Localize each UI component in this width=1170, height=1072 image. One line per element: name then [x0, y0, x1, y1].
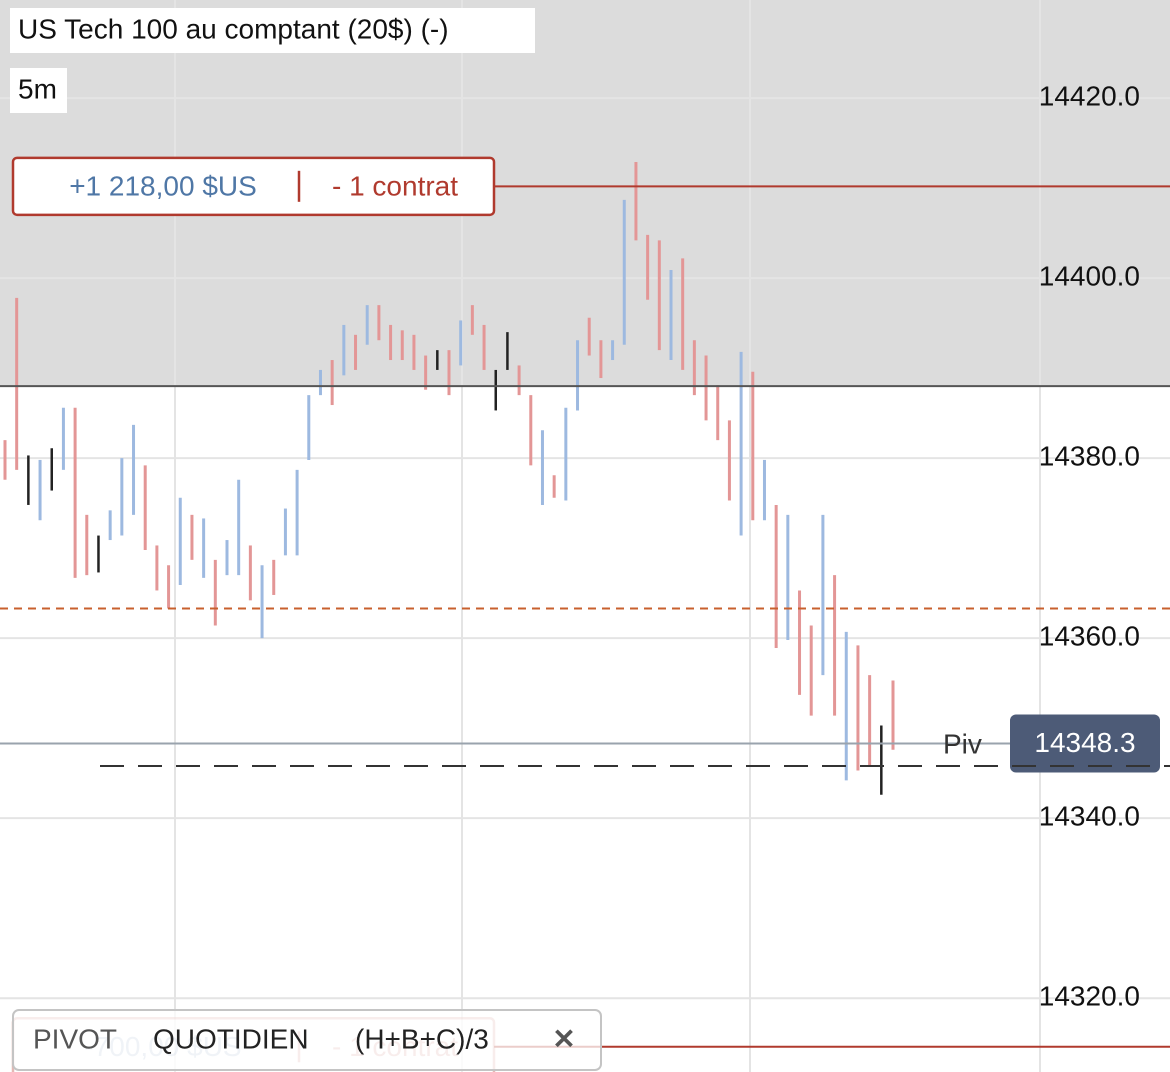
price-tag [1010, 714, 1160, 773]
indicator-formula: (H+B+C)/3 [355, 1023, 489, 1054]
timeframe: 5m [18, 73, 57, 104]
position-size: - 1 contrat [332, 171, 458, 202]
level-label: Piv [943, 728, 982, 759]
position-tag[interactable]: +1 218,00 $US - 1 contrat [11, 156, 496, 217]
y-tick-label: 14360.0 [1039, 621, 1140, 652]
position-pnl: +1 218,00 $US [69, 171, 257, 202]
title-box [10, 8, 535, 53]
y-tick-label: 14420.0 [1039, 80, 1140, 111]
price-tag-label: 14348.3 [1034, 727, 1135, 758]
indicator-period: QUOTIDIEN [153, 1023, 309, 1054]
chart-title: US Tech 100 au comptant (20$) (-) [18, 13, 449, 44]
indicator-box[interactable] [12, 1009, 602, 1071]
y-tick-label: 14320.0 [1039, 981, 1140, 1012]
y-tick-label: 14380.0 [1039, 441, 1140, 472]
y-tick-label: 14400.0 [1039, 261, 1140, 292]
y-tick-label: 14340.0 [1039, 801, 1140, 832]
indicator-name: PIVOT [33, 1023, 117, 1054]
indicator-close[interactable]: ✕ [552, 1023, 575, 1054]
timeframe-box [10, 68, 67, 113]
